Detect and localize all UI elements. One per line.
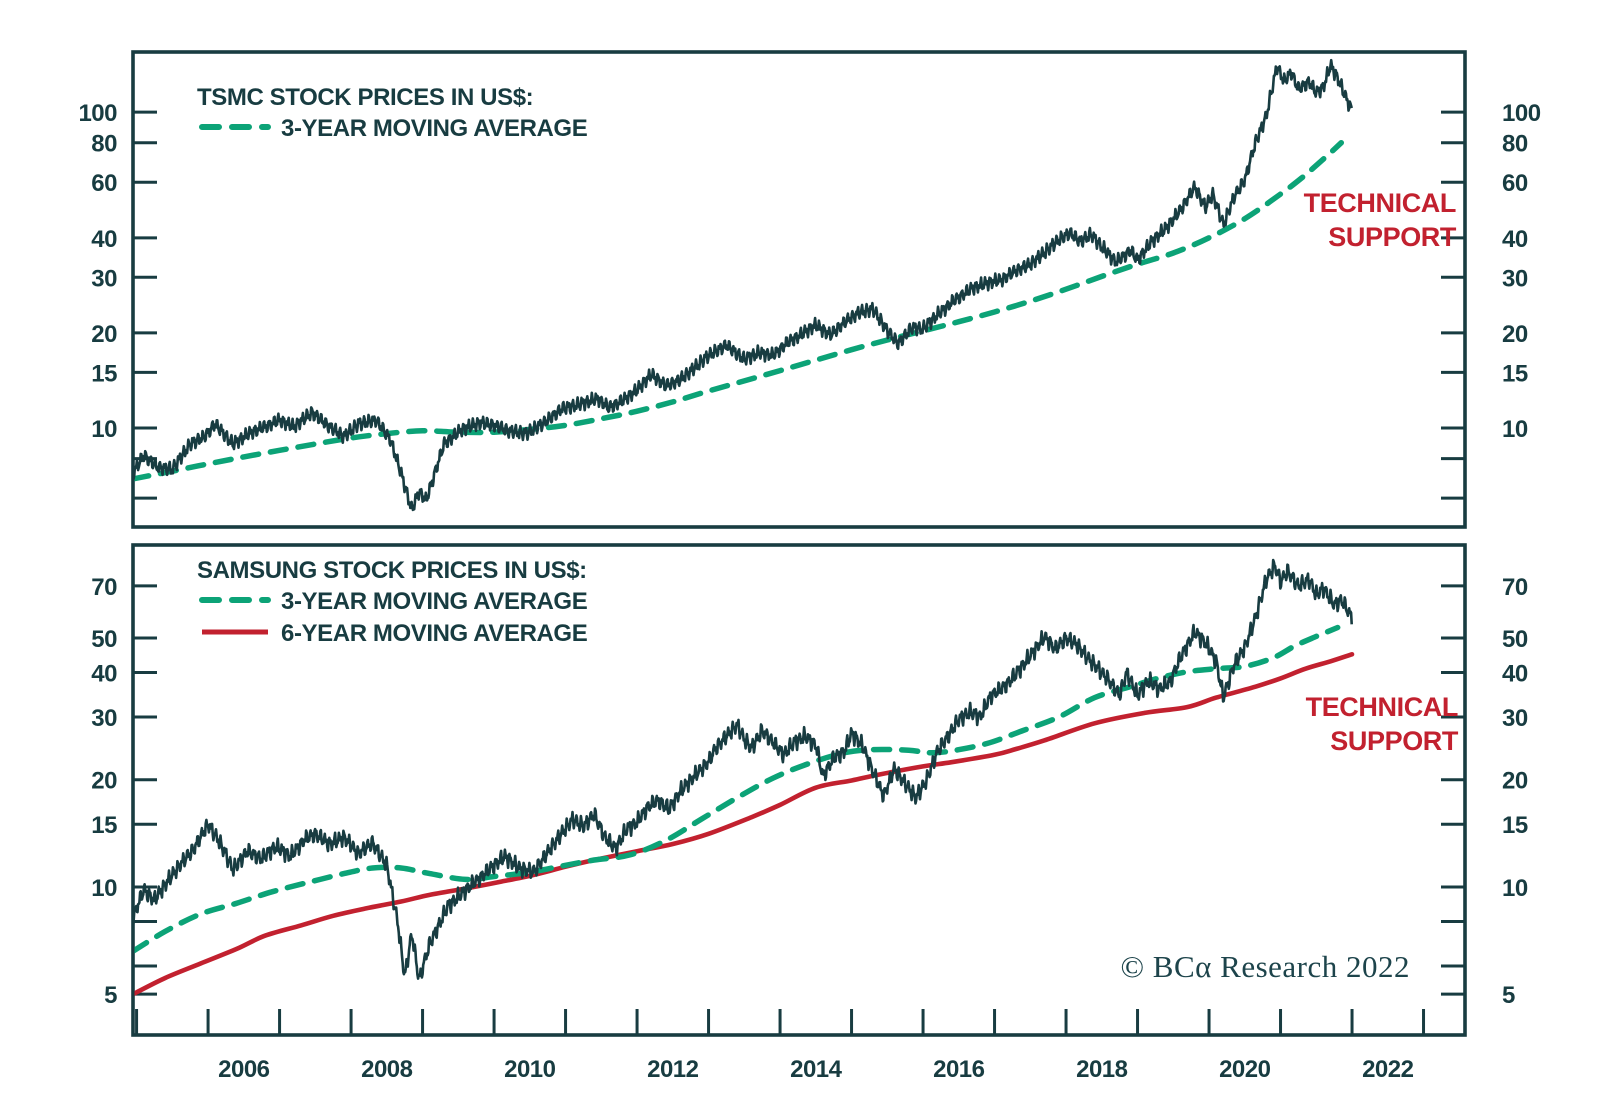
samsung-title: SAMSUNG STOCK PRICES IN US$:	[197, 557, 587, 584]
y-axis-label-left: 80	[91, 131, 117, 158]
y-axis-label-left: 40	[91, 226, 117, 253]
y-axis-label-right: 5	[1502, 982, 1515, 1009]
samsung-technical-support-annotation-line1: TECHNICAL	[1306, 692, 1458, 722]
y-axis-label-right: 100	[1502, 100, 1541, 127]
y-axis-label-left: 70	[91, 574, 117, 601]
y-axis-label-right: 15	[1502, 812, 1528, 839]
panel-border	[131, 50, 1467, 529]
samsung-6yr-ma-line	[134, 652, 1355, 996]
x-axis-label: 2018	[1076, 1056, 1128, 1083]
y-axis-label-right: 10	[1502, 416, 1528, 443]
y-axis-label-right: 40	[1502, 226, 1528, 253]
x-axis-label: 2022	[1362, 1056, 1414, 1083]
y-axis-label-left: 30	[91, 265, 117, 292]
tsmc-3yr-ma-legend-label: 3-YEAR MOVING AVERAGE	[281, 115, 588, 142]
tsmc-3yr-ma-line	[134, 139, 1345, 482]
y-axis-label-right: 70	[1502, 574, 1528, 601]
samsung-3yr-ma-line	[134, 624, 1341, 954]
bca-research-attribution: © BCα Research 2022	[1121, 949, 1411, 984]
x-axis-label: 2006	[218, 1056, 270, 1083]
samsung-technical-support-annotation-line2: SUPPORT	[1330, 726, 1459, 756]
tsmc-panel: 100 100 80 80 60 60 40 40 30 30 20 20 15 15 10 10	[78, 50, 1541, 529]
tsmc-technical-support-annotation-line1: TECHNICAL	[1304, 188, 1456, 218]
tsmc-price-line	[134, 58, 1353, 512]
y-axis-label-right: 60	[1502, 170, 1528, 197]
y-axis-label-left: 10	[91, 416, 117, 443]
x-axis-label: 2014	[790, 1056, 843, 1083]
y-axis-label-right: 50	[1502, 626, 1528, 653]
x-axis-label: 2020	[1219, 1056, 1271, 1083]
y-axis-label-left: 5	[104, 982, 117, 1009]
y-axis-label-right: 80	[1502, 131, 1528, 158]
y-axis-label-right: 10	[1502, 875, 1528, 902]
y-axis-label-left: 30	[91, 705, 117, 732]
y-axis-label-right: 20	[1502, 321, 1528, 348]
y-axis-label-right: 30	[1502, 705, 1528, 732]
y-axis-label-right: 30	[1502, 265, 1528, 292]
x-axis-label: 2016	[933, 1056, 985, 1083]
y-axis-label-right: 20	[1502, 768, 1528, 795]
x-axis-label: 2010	[504, 1056, 556, 1083]
y-axis-label-left: 20	[91, 768, 117, 795]
y-axis-label-left: 100	[78, 100, 117, 127]
panel-border	[131, 543, 1467, 1037]
y-axis-label-left: 60	[91, 170, 117, 197]
samsung-price-line	[134, 558, 1353, 980]
y-axis-label-right: 15	[1502, 360, 1528, 387]
y-axis-label-left: 10	[91, 875, 117, 902]
x-axis-label: 2012	[647, 1056, 699, 1083]
tsmc-technical-support-annotation-line2: SUPPORT	[1328, 222, 1457, 252]
samsung-3yr-ma-legend-label: 3-YEAR MOVING AVERAGE	[281, 588, 588, 615]
y-axis-label-left: 15	[91, 812, 117, 839]
y-axis-label-left: 50	[91, 626, 117, 653]
y-axis-label-left: 40	[91, 660, 117, 687]
samsung-6yr-ma-legend-label: 6-YEAR MOVING AVERAGE	[281, 620, 588, 647]
tsmc-title: TSMC STOCK PRICES IN US$:	[197, 84, 533, 111]
y-axis-label-right: 40	[1502, 660, 1528, 687]
y-axis-label-left: 15	[91, 360, 117, 387]
y-axis-label-left: 20	[91, 321, 117, 348]
x-axis-label: 2008	[361, 1056, 413, 1083]
